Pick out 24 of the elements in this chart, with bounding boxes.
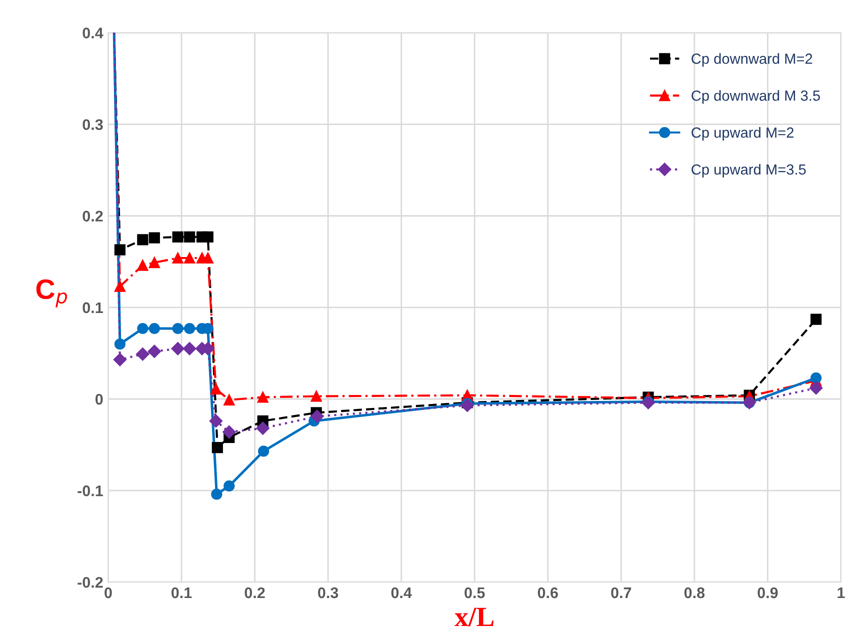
x-tick-label: 0 xyxy=(104,587,112,598)
y-tick-label: 0.3 xyxy=(82,119,103,130)
legend-label: Cp downward M=2 xyxy=(692,53,812,67)
y-tick-label: 0.1 xyxy=(82,302,103,314)
x-axis-title: x/L xyxy=(454,608,494,626)
x-tick-label: 0.9 xyxy=(758,587,778,598)
x-tick-label: 0.1 xyxy=(171,587,192,598)
x-tick-label: 0.8 xyxy=(684,587,705,598)
x-tick-label: 1 xyxy=(838,588,845,598)
x-tick-label: 0.6 xyxy=(538,587,558,598)
legend-label: Cp downward M 3.5 xyxy=(692,90,820,104)
y-tick-label: -0.1 xyxy=(78,485,103,496)
y-tick-label: 0 xyxy=(95,394,103,405)
x-tick-label: 0.5 xyxy=(464,587,485,598)
x-tick-label: 0.4 xyxy=(391,587,412,598)
x-tick-label: 0.7 xyxy=(611,587,632,598)
y-axis-title: C$_{p}$ xyxy=(36,279,68,308)
x-tick-label: 0.2 xyxy=(244,587,265,598)
y-tick-label: 0.4 xyxy=(82,28,104,38)
legend-label: Cp upward M=2 xyxy=(692,127,794,141)
y-tick-label: -0.2 xyxy=(78,576,103,588)
y-tick-label: 0.2 xyxy=(82,210,103,222)
legend-label: Cp upward M=3.5 xyxy=(692,164,806,178)
x-tick-label: 0.3 xyxy=(318,587,338,598)
